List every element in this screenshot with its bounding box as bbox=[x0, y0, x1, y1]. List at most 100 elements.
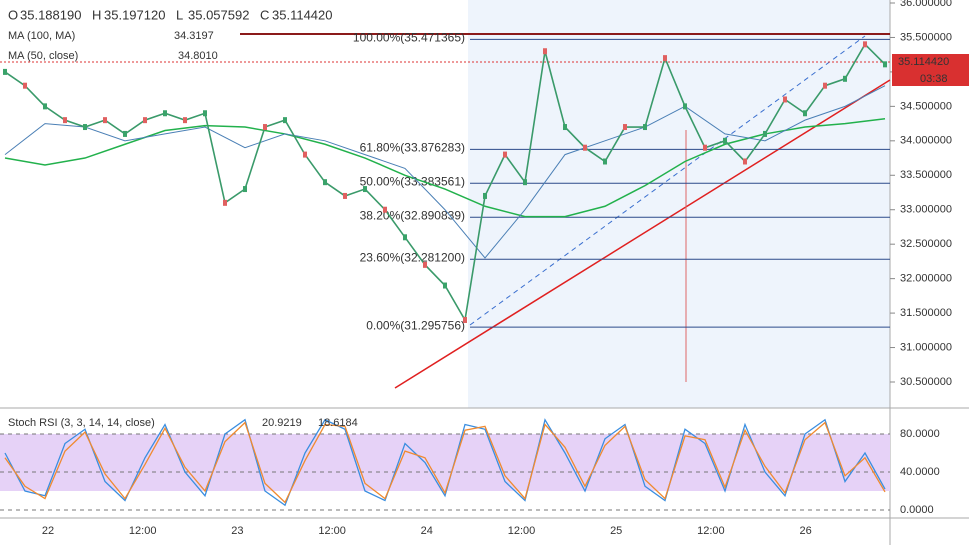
ma50-line bbox=[4, 85, 886, 259]
candle bbox=[423, 261, 427, 268]
candle bbox=[43, 103, 47, 110]
fib-label: 100.00%(35.471365) bbox=[353, 31, 465, 45]
candle bbox=[263, 124, 267, 131]
fib-zone bbox=[468, 0, 890, 408]
candle bbox=[843, 75, 847, 82]
candle bbox=[203, 110, 207, 117]
price-tick-label: 34.500000 bbox=[900, 100, 952, 112]
stoch-tick-label: 40.0000 bbox=[900, 466, 940, 478]
time-label: 12:00 bbox=[697, 525, 725, 537]
candle bbox=[483, 192, 487, 199]
candle bbox=[303, 151, 307, 158]
price-tick-label: 33.000000 bbox=[900, 204, 952, 216]
price-tick-label: 31.500000 bbox=[900, 307, 952, 319]
price-tick-label: 35.500000 bbox=[900, 31, 952, 43]
candle bbox=[703, 144, 707, 151]
ohlc-key: H bbox=[92, 7, 101, 22]
time-label: 12:00 bbox=[318, 525, 346, 537]
stoch-k-line bbox=[4, 418, 886, 507]
stoch-d-line bbox=[4, 421, 886, 504]
candle bbox=[683, 103, 687, 110]
candle bbox=[403, 234, 407, 241]
candle bbox=[143, 117, 147, 124]
candle bbox=[363, 186, 367, 193]
candle bbox=[183, 117, 187, 124]
ohlc-value: 35.197120 bbox=[104, 7, 165, 22]
stoch-d-value: 18.6184 bbox=[318, 417, 358, 429]
candle bbox=[123, 130, 127, 137]
time-label: 12:00 bbox=[129, 525, 157, 537]
candle bbox=[463, 316, 467, 323]
time-label: 26 bbox=[799, 525, 811, 537]
ma100-label: MA (100, MA) bbox=[8, 30, 75, 42]
candle bbox=[3, 68, 7, 75]
stoch-tick-label: 80.0000 bbox=[900, 428, 940, 440]
candle bbox=[883, 61, 887, 68]
ma100-value: 34.3197 bbox=[174, 30, 214, 42]
stoch-tick-label: 0.0000 bbox=[900, 504, 934, 516]
candle bbox=[623, 124, 627, 131]
candle bbox=[503, 151, 507, 158]
candle bbox=[723, 137, 727, 144]
price-tick-label: 31.000000 bbox=[900, 341, 952, 353]
fib-label: 0.00%(31.295756) bbox=[366, 318, 465, 332]
candle bbox=[63, 117, 67, 124]
candle bbox=[103, 117, 107, 124]
candle bbox=[563, 124, 567, 131]
candle bbox=[163, 110, 167, 117]
price-tick-label: 33.500000 bbox=[900, 169, 952, 181]
ma100-line bbox=[4, 118, 886, 218]
candle bbox=[863, 41, 867, 48]
price-tick-label: 30.500000 bbox=[900, 376, 952, 388]
candle bbox=[643, 124, 647, 131]
ohlc-key: L bbox=[176, 7, 183, 22]
ma50-label: MA (50, close) bbox=[8, 50, 78, 62]
candle bbox=[543, 48, 547, 55]
candle bbox=[223, 199, 227, 206]
candle bbox=[383, 206, 387, 213]
time-label: 23 bbox=[231, 525, 243, 537]
stoch-k-value: 20.9219 bbox=[262, 417, 302, 429]
price-tick-label: 32.500000 bbox=[900, 238, 952, 250]
candle bbox=[803, 110, 807, 117]
price-badge bbox=[892, 54, 969, 86]
time-label: 24 bbox=[421, 525, 433, 537]
ohlc-value: 35.057592 bbox=[188, 7, 249, 22]
candle bbox=[783, 96, 787, 103]
candle bbox=[323, 179, 327, 186]
time-label: 22 bbox=[42, 525, 54, 537]
ohlc-key: C bbox=[260, 7, 269, 22]
fib-label: 61.80%(33.876283) bbox=[360, 141, 465, 155]
ohlc-value: 35.114420 bbox=[272, 7, 333, 22]
candle bbox=[763, 130, 767, 137]
candle bbox=[443, 282, 447, 289]
stoch-band bbox=[0, 434, 890, 491]
ohlc-value: 35.188190 bbox=[20, 7, 81, 22]
candle bbox=[583, 144, 587, 151]
price-badge-time: 03:38 bbox=[920, 73, 948, 85]
price-badge-value: 35.114420 bbox=[898, 56, 949, 68]
price-tick-label: 36.000000 bbox=[900, 0, 952, 9]
candle bbox=[523, 179, 527, 186]
fib-diagonal bbox=[469, 35, 866, 326]
candle bbox=[83, 124, 87, 131]
ohlc-key: O bbox=[8, 7, 18, 22]
time-label: 25 bbox=[610, 525, 622, 537]
candle bbox=[603, 158, 607, 165]
candle bbox=[23, 82, 27, 89]
fib-label: 50.00%(33.383561) bbox=[360, 174, 465, 188]
candle bbox=[283, 117, 287, 124]
trend-line bbox=[394, 79, 891, 389]
stoch-label: Stoch RSI (3, 3, 14, 14, close) bbox=[8, 417, 155, 429]
candle bbox=[743, 158, 747, 165]
candle bbox=[343, 192, 347, 199]
price-tick-label: 34.000000 bbox=[900, 135, 952, 147]
price-tick-label: 32.000000 bbox=[900, 273, 952, 285]
candle bbox=[823, 82, 827, 89]
candle bbox=[663, 55, 667, 62]
time-label: 12:00 bbox=[508, 525, 536, 537]
fib-label: 23.60%(32.281200) bbox=[360, 250, 465, 264]
candle bbox=[243, 186, 247, 193]
ma50-value: 34.8010 bbox=[178, 50, 218, 62]
